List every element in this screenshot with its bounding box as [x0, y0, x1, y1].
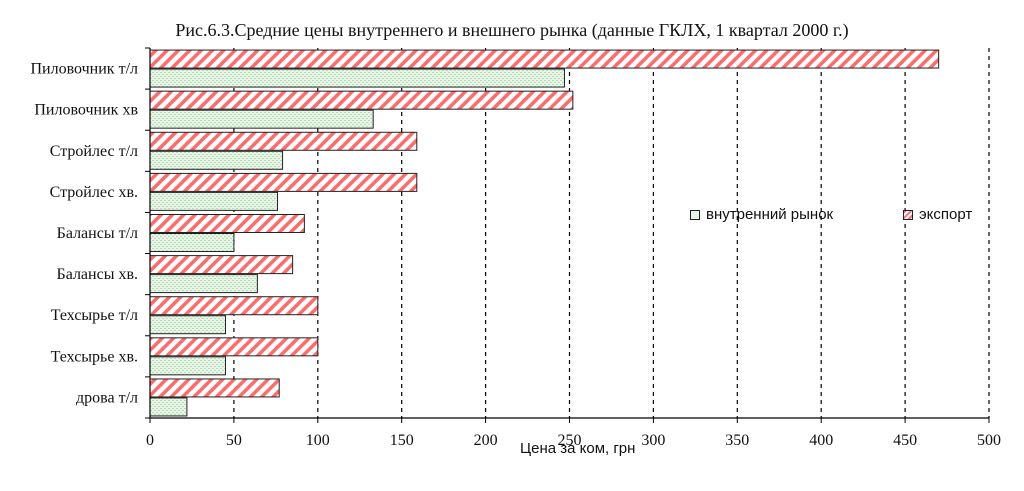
y-tick-label: Стройлес т/л [50, 143, 138, 160]
legend: внутренний рынок экспорт [690, 206, 1000, 230]
bar-domestic [149, 315, 227, 335]
y-tick-label: Пиловочник т/л [31, 61, 139, 78]
x-tick-label: 250 [558, 432, 582, 449]
y-tick-label: Техсырье т/л [51, 307, 138, 324]
legend-item-domestic: внутренний рынок [690, 206, 833, 223]
y-tick-label: дрова т/л [76, 389, 138, 406]
bars [149, 49, 940, 417]
bar-domestic [149, 356, 227, 376]
legend-swatch-domestic [690, 209, 700, 220]
bar-export [149, 255, 294, 275]
bar-export [149, 49, 940, 69]
axes [145, 47, 990, 423]
bar-export [149, 131, 418, 151]
x-tick-label: 150 [390, 432, 414, 449]
y-tick-label: Техсырье хв. [51, 348, 138, 365]
bar-domestic [149, 191, 279, 211]
x-tick-label: 50 [226, 432, 242, 449]
bar-domestic [149, 233, 235, 252]
bar-domestic [149, 68, 565, 88]
x-tick-label: 0 [146, 432, 154, 449]
x-tick-label: 350 [725, 432, 749, 449]
y-tick-label: Стройлес хв. [50, 184, 138, 201]
x-tick-label: 200 [474, 432, 498, 449]
bar-export [149, 172, 418, 192]
bar-export [149, 337, 319, 357]
y-tick-label: Балансы хв. [57, 266, 138, 283]
legend-item-export: экспорт [903, 206, 972, 223]
x-tick-label: 450 [893, 432, 917, 449]
bar-domestic [149, 397, 188, 417]
x-tick-label: 400 [809, 432, 833, 449]
bar-export [149, 296, 319, 316]
bar-export [149, 378, 280, 398]
legend-swatch-export [903, 209, 913, 220]
bar-export [149, 214, 305, 233]
legend-label-export: экспорт [919, 206, 973, 223]
chart-title: Рис.6.3.Средние цены внутреннего и внешн… [175, 20, 849, 40]
bar-domestic [149, 109, 374, 129]
x-tick-label: 100 [306, 432, 330, 449]
x-tick-label: 300 [641, 432, 665, 449]
x-axis-label: Цена за ком, грн [520, 440, 636, 457]
y-tick-label: Пиловочник хв [34, 102, 138, 119]
legend-label-domestic: внутренний рынок [706, 206, 834, 223]
bar-domestic [149, 274, 258, 294]
x-tick-label: 500 [977, 432, 1001, 449]
axis-labels: 0 50 100 150 200 250 300 350 400 450 500 Пиловочник… [31, 61, 1002, 449]
y-tick-label: Балансы т/л [57, 225, 138, 242]
bar-export [149, 90, 574, 110]
bar-domestic [149, 150, 284, 170]
